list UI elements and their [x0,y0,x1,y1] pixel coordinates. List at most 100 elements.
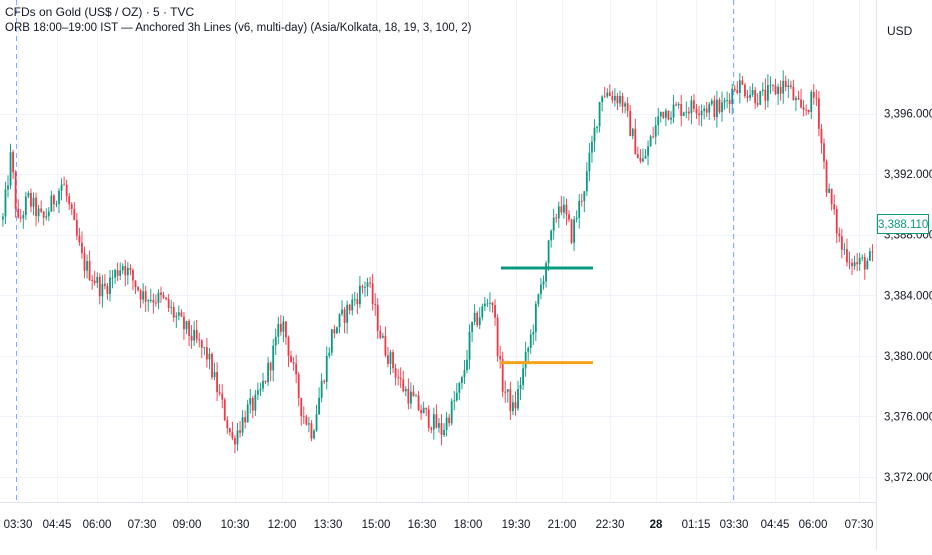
candle-body [450,400,453,424]
candle-body [644,155,647,159]
candle-body [17,208,20,218]
candle-body [185,321,188,330]
indicator-title[interactable]: ORB 18:00–19:00 IST — Anchored 3h Lines … [5,22,472,34]
candle-body [425,407,428,410]
candle-body [677,103,680,106]
candle-body [733,88,736,91]
candle-body [420,409,422,414]
candle-body [121,266,124,271]
candle-body [285,321,287,338]
candle-body [588,152,591,172]
candle-body [27,192,30,197]
candle-body [430,427,433,430]
x-tick-label: 10:30 [221,519,250,531]
symbol-title[interactable]: CFDs on Gold (US$ / OZ) · 5 · TVC [5,5,195,19]
candle-body [297,374,300,398]
candle-body [693,100,695,109]
candle-body [81,242,83,254]
candle-body [203,347,206,349]
candle-body [422,407,425,414]
x-tick-label: 06:00 [83,519,112,531]
candle-body [218,392,221,394]
candle-body [687,111,690,114]
candle-body [756,103,759,105]
candle-body [333,329,336,334]
candle-body [147,300,150,302]
candle-body [805,109,808,111]
candle-body [126,267,129,276]
candle-body [606,92,609,97]
candle-body [47,211,50,217]
candle-body [259,388,262,391]
candle-body [12,152,14,173]
candle-body [840,236,843,250]
candle-body [828,188,830,193]
candle-body [621,96,624,107]
candle-body [101,283,104,297]
candle-body [846,249,848,263]
candle-body [445,417,448,430]
candle-body [124,266,127,276]
candle-body [277,324,280,337]
candle-body [795,98,797,101]
x-tick-label: 07:30 [845,519,874,531]
candle-body [657,116,660,126]
candle-body [580,200,583,202]
candle-body [453,400,456,402]
candle-body [149,299,152,301]
candle-body [402,379,405,392]
candles [2,70,874,454]
candle-body [19,217,22,219]
candle-body [438,423,440,428]
candle-body [443,429,445,435]
candle-body [596,126,598,128]
candle-body [412,391,415,397]
price-axis[interactable]: 3,372.0003,376.0003,380.0003,384.0003,38… [884,109,932,484]
x-tick-label: 28 [650,519,663,531]
x-tick-label: 03:30 [720,519,749,531]
candle-body [552,217,555,231]
candle-body [782,80,785,94]
candle-body [652,136,655,138]
candle-body [568,214,570,220]
candle-body [810,91,813,112]
candle-body [461,377,463,384]
candle-body [812,91,815,98]
candle-body [578,200,581,218]
candle-body [713,100,716,117]
candle-body [550,230,553,241]
candle-body [132,269,134,281]
candle-body [802,107,805,110]
candle-body [524,351,527,369]
candle-body [35,197,37,217]
candle-body [478,317,481,326]
candle-body [241,417,244,433]
candle-body [448,417,451,424]
candle-body [649,136,652,147]
candle-body [631,128,634,137]
candle-body [731,88,734,105]
candle-body [364,286,366,288]
candle-body [96,276,99,283]
candle-body [856,262,859,265]
candle-body [685,111,688,113]
candle-body [499,356,502,360]
candle-body [404,389,407,392]
candle-body [682,112,685,116]
candle-body [458,383,461,393]
x-tick-label: 04:45 [43,519,72,531]
candle-body [407,389,410,404]
orb-lines [501,266,593,365]
candle-body [83,253,86,271]
candle-body [330,329,333,353]
candle-body [343,309,346,323]
candle-body [392,352,394,369]
time-axis[interactable]: 03:30 04:45 06:00 07:30 09:00 10:30 12:00 13:30… [4,519,874,531]
currency-label[interactable]: USD [887,24,913,38]
x-tick-label: 04:45 [761,519,790,531]
candle-body [672,104,675,118]
candle-body [690,100,693,114]
candle-body [162,294,165,298]
candle-body [320,380,323,398]
